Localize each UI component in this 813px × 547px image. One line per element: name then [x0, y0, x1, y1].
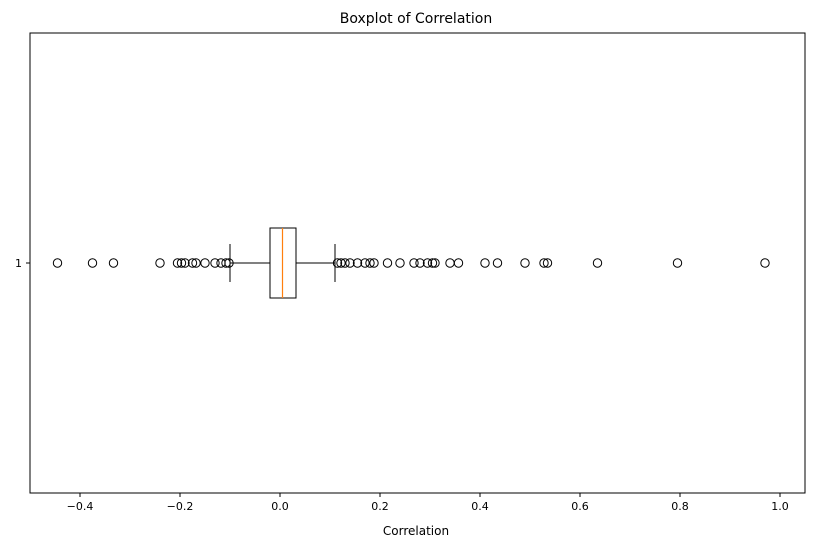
outlier-point	[453, 258, 464, 268]
x-tick-label: −0.2	[167, 500, 194, 513]
x-tick-label: 0.4	[471, 500, 489, 513]
outlier-point	[395, 258, 405, 268]
outlier-point	[409, 258, 419, 268]
outlier-point	[542, 258, 553, 268]
outlier-point	[221, 258, 231, 268]
outlier-point	[760, 258, 770, 268]
outlier-point	[172, 258, 183, 268]
outlier-point	[352, 258, 363, 268]
outlier-point	[492, 258, 503, 268]
x-tick-label: 0.6	[571, 500, 589, 513]
outlier-point	[345, 258, 355, 268]
outlier-point	[108, 258, 119, 268]
outlier-point	[415, 258, 425, 268]
outlier-point	[520, 258, 530, 268]
outlier-point	[445, 258, 455, 268]
x-tick-label: −0.4	[67, 500, 94, 513]
outlier-point	[365, 258, 375, 268]
outlier-point	[539, 258, 549, 268]
plot-frame	[29, 32, 806, 494]
outlier-point	[187, 258, 198, 268]
x-tick-label: 0.8	[671, 500, 689, 513]
outlier-point	[430, 258, 440, 268]
outlier-point	[340, 258, 350, 268]
outlier-point	[180, 258, 190, 268]
outlier-point	[52, 258, 63, 268]
outlier-point	[672, 258, 683, 268]
outlier-point	[382, 258, 393, 268]
y-tick-label: 1	[15, 257, 22, 270]
outlier-point	[191, 258, 201, 268]
outlier-point	[200, 258, 210, 268]
x-tick-label: 0.2	[371, 500, 389, 513]
x-axis-label: Correlation	[383, 524, 449, 538]
outlier-point	[480, 258, 490, 268]
outlier-point	[360, 258, 370, 268]
axes: −0.4 −0.2 0.0 0.2 0.4 0.6 0.8 1.0 1	[15, 32, 806, 513]
x-tick-label: 1.0	[771, 500, 789, 513]
outlier-point	[422, 258, 433, 268]
x-tick-label: 0.0	[271, 500, 289, 513]
outlier-point	[369, 258, 379, 268]
outlier-point	[176, 258, 187, 268]
plot-area	[52, 227, 770, 299]
outlier-point	[210, 258, 220, 268]
outlier-point	[592, 258, 603, 268]
outlier-point	[224, 258, 234, 268]
outlier-point	[155, 258, 165, 268]
outlier-point	[332, 258, 343, 268]
outlier-point	[336, 258, 346, 268]
outlier-point	[216, 258, 226, 268]
chart-title: Boxplot of Correlation	[340, 11, 492, 27]
outlier-point	[427, 258, 438, 268]
outlier-point	[87, 258, 98, 268]
